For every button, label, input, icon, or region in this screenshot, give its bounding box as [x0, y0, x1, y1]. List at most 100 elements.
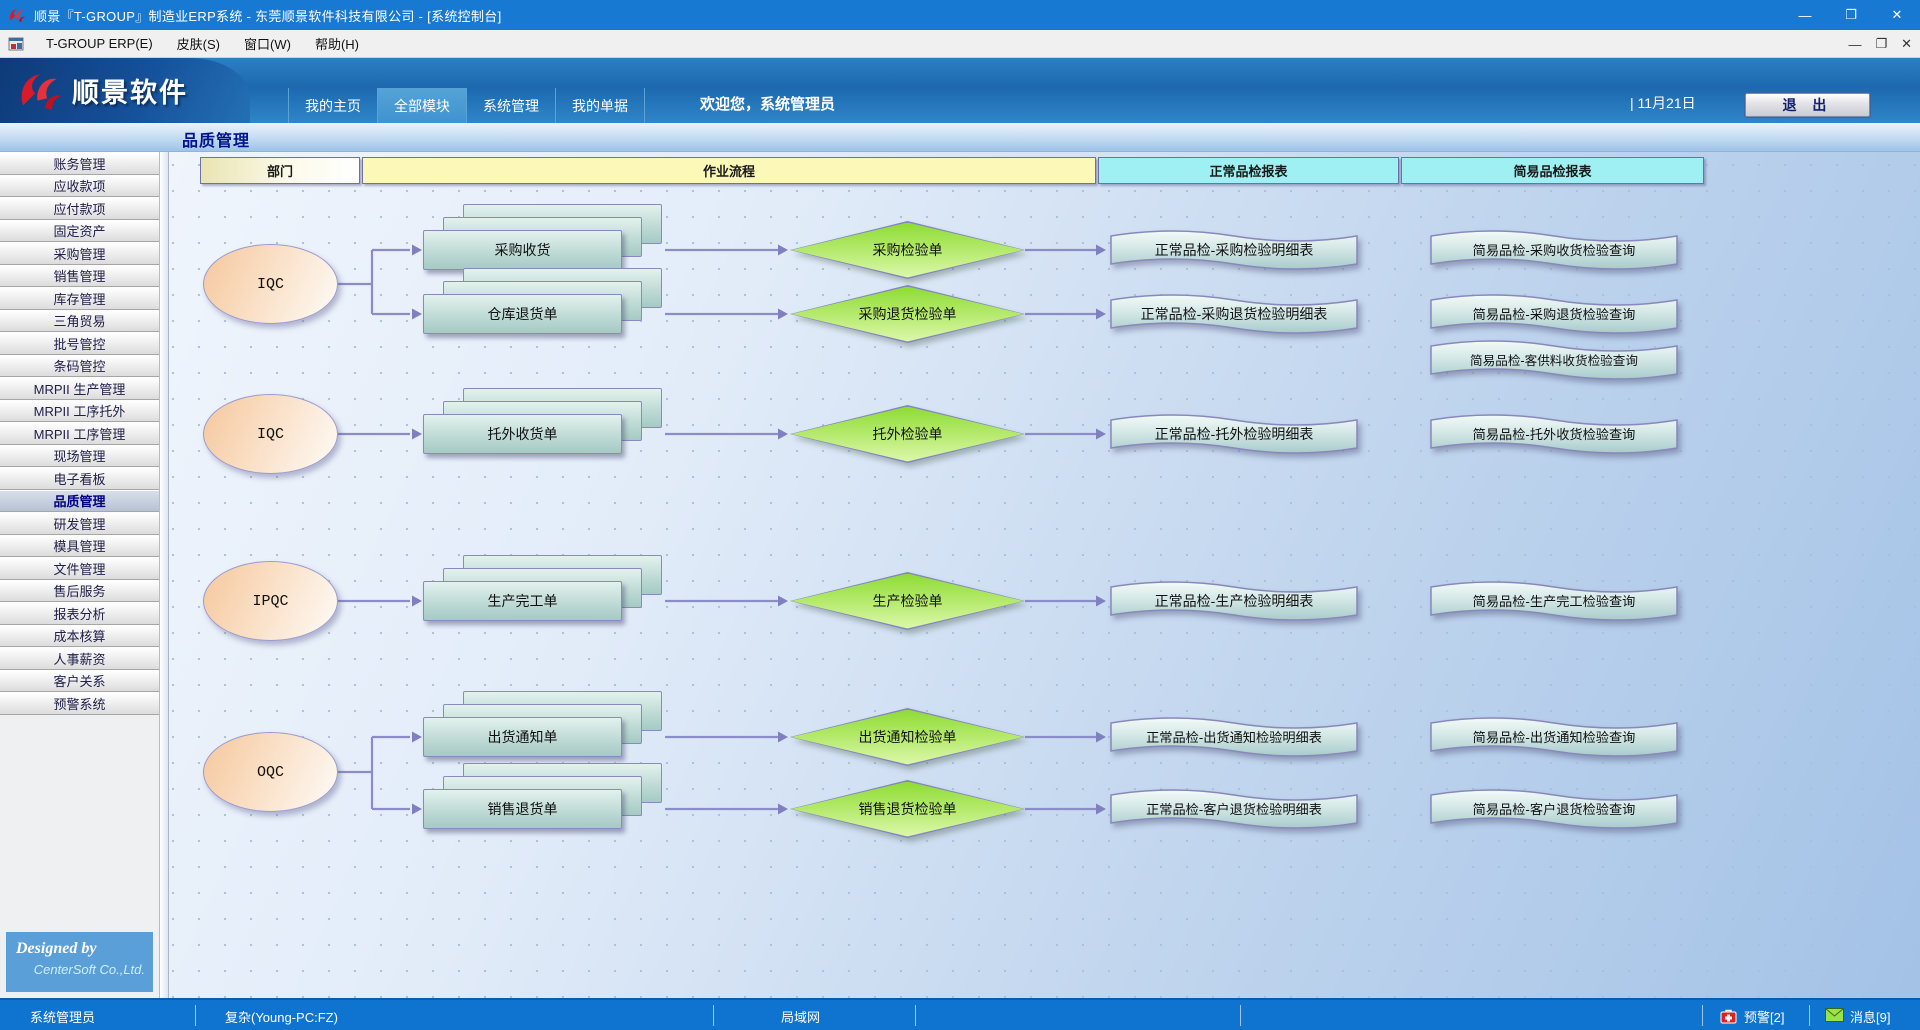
- sidebar-item-hr-payroll[interactable]: 人事薪资: [0, 647, 159, 670]
- exit-button[interactable]: 退 出: [1744, 92, 1871, 118]
- sidebar-item-receivables[interactable]: 应收款项: [0, 174, 159, 197]
- normal-report-purchase-return[interactable]: 正常品检-采购退货检验明细表: [1108, 291, 1360, 337]
- sidebar-item-mold[interactable]: 模具管理: [0, 534, 159, 557]
- simple-report-customer-return[interactable]: 简易品检-客户退货检验查询: [1428, 786, 1680, 832]
- process-sales-return[interactable]: 销售退货单: [423, 763, 662, 829]
- canvas-left-edge: [160, 152, 169, 998]
- process-label[interactable]: 销售退货单: [423, 789, 622, 829]
- tab-my-home[interactable]: 我的主页: [288, 88, 377, 123]
- process-label[interactable]: 出货通知单: [423, 717, 622, 757]
- process-label[interactable]: 托外收货单: [423, 414, 622, 454]
- inspection-production[interactable]: 生产检验单: [790, 572, 1025, 630]
- simple-report-production-completion[interactable]: 简易品检-生产完工检验查询: [1428, 578, 1680, 624]
- sidebar-item-purchasing[interactable]: 采购管理: [0, 242, 159, 265]
- process-purchase-receipt[interactable]: 采购收货: [423, 204, 662, 270]
- sidebar-item-shopfloor[interactable]: 现场管理: [0, 444, 159, 467]
- report-label[interactable]: 简易品检-采购退货检验查询: [1473, 306, 1636, 322]
- report-label[interactable]: 正常品检-生产检验明细表: [1155, 593, 1314, 609]
- status-messages[interactable]: 消息[9]: [1850, 1010, 1891, 1025]
- tab-all-modules[interactable]: 全部模块: [377, 88, 466, 123]
- report-label[interactable]: 简易品检-托外收货检验查询: [1473, 426, 1636, 442]
- mdi-restore-icon[interactable]: ❐: [1875, 36, 1888, 51]
- process-label[interactable]: 生产完工单: [423, 581, 622, 621]
- inspection-purchase-return[interactable]: 采购退货检验单: [790, 285, 1025, 343]
- simple-report-shipping-notice[interactable]: 简易品检-出货通知检验查询: [1428, 714, 1680, 760]
- process-label[interactable]: 仓库退货单: [423, 294, 622, 334]
- window-close-icon[interactable]: ✕: [1891, 7, 1903, 22]
- sidebar-item-batch-control[interactable]: 批号管控: [0, 332, 159, 355]
- sidebar-item-report-analysis[interactable]: 报表分析: [0, 602, 159, 625]
- normal-report-shipping-notice[interactable]: 正常品检-出货通知检验明细表: [1108, 714, 1360, 760]
- sidebar-item-costing[interactable]: 成本核算: [0, 624, 159, 647]
- report-label[interactable]: 正常品检-托外检验明细表: [1155, 426, 1314, 442]
- simple-report-outsource-receipt[interactable]: 简易品检-托外收货检验查询: [1428, 411, 1680, 457]
- report-label[interactable]: 正常品检-采购检验明细表: [1155, 242, 1314, 258]
- inspection-label[interactable]: 采购退货检验单: [858, 306, 957, 322]
- inspection-label[interactable]: 采购检验单: [872, 242, 943, 258]
- process-outsource-receipt[interactable]: 托外收货单: [423, 388, 662, 454]
- simple-report-purchase-return[interactable]: 简易品检-采购退货检验查询: [1428, 291, 1680, 337]
- tab-my-documents[interactable]: 我的单据: [555, 88, 645, 123]
- tab-system-management[interactable]: 系统管理: [466, 88, 555, 123]
- sidebar-item-mrp2-outsourcing[interactable]: MRPII 工序托外: [0, 399, 159, 422]
- process-warehouse-return[interactable]: 仓库退货单: [423, 268, 662, 334]
- normal-report-outsource[interactable]: 正常品检-托外检验明细表: [1108, 411, 1360, 457]
- report-label[interactable]: 正常品检-采购退货检验明细表: [1141, 306, 1328, 322]
- report-label[interactable]: 简易品检-出货通知检验查询: [1473, 729, 1636, 745]
- sidebar-item-alert-system[interactable]: 预警系统: [0, 692, 159, 715]
- sidebar-item-fixed-assets[interactable]: 固定资产: [0, 219, 159, 242]
- mdi-minimize-icon[interactable]: —: [1848, 36, 1862, 52]
- normal-report-production[interactable]: 正常品检-生产检验明细表: [1108, 578, 1360, 624]
- dept-ellipse-oqc: OQC: [203, 732, 338, 812]
- sidebar-item-sales[interactable]: 销售管理: [0, 264, 159, 287]
- column-header-department: 部门: [200, 157, 360, 184]
- mdi-close-icon[interactable]: ✕: [1901, 36, 1912, 51]
- sidebar-item-documents[interactable]: 文件管理: [0, 557, 159, 580]
- sidebar-item-barcode-control[interactable]: 条码管控: [0, 354, 159, 377]
- inspection-sales-return[interactable]: 销售退货检验单: [790, 780, 1025, 838]
- alert-kit-icon[interactable]: [1720, 1008, 1737, 1024]
- process-production-completion[interactable]: 生产完工单: [423, 555, 662, 621]
- inspection-label[interactable]: 生产检验单: [872, 593, 943, 609]
- menu-window[interactable]: 窗口(W): [244, 37, 291, 52]
- report-label[interactable]: 简易品检-客供料收货检验查询: [1470, 353, 1638, 368]
- menu-skin[interactable]: 皮肤(S): [176, 37, 221, 52]
- menu-help[interactable]: 帮助(H): [314, 37, 359, 52]
- dept-ellipse-ipqc: IPQC: [203, 561, 338, 641]
- sidebar-item-eboard[interactable]: 电子看板: [0, 467, 159, 490]
- menu-tgroup-erp[interactable]: T-GROUP ERP(E): [46, 36, 153, 51]
- inspection-label[interactable]: 出货通知检验单: [858, 729, 957, 745]
- report-label[interactable]: 简易品检-采购收货检验查询: [1473, 242, 1636, 258]
- inspection-shipping-notice[interactable]: 出货通知检验单: [790, 708, 1025, 766]
- simple-report-purchase-receipt[interactable]: 简易品检-采购收货检验查询: [1428, 227, 1680, 273]
- report-label[interactable]: 正常品检-客户退货检验明细表: [1146, 801, 1322, 817]
- window-restore-icon[interactable]: ❐: [1845, 7, 1857, 22]
- normal-report-purchase[interactable]: 正常品检-采购检验明细表: [1108, 227, 1360, 273]
- simple-report-customer-material[interactable]: 简易品检-客供料收货检验查询: [1428, 337, 1680, 383]
- sidebar-item-inventory[interactable]: 库存管理: [0, 287, 159, 310]
- report-label[interactable]: 简易品检-生产完工检验查询: [1473, 593, 1636, 609]
- message-envelope-icon[interactable]: [1825, 1008, 1844, 1022]
- window-minimize-icon[interactable]: —: [1798, 7, 1812, 23]
- report-label[interactable]: 简易品检-客户退货检验查询: [1473, 801, 1636, 817]
- sidebar-item-rnd[interactable]: 研发管理: [0, 512, 159, 535]
- inspection-outsource[interactable]: 托外检验单: [790, 405, 1025, 463]
- flow-connectors: [338, 244, 1106, 815]
- inspection-label[interactable]: 托外检验单: [872, 426, 943, 442]
- inspection-label[interactable]: 销售退货检验单: [858, 801, 957, 817]
- sidebar-item-triangle-trade[interactable]: 三角贸易: [0, 309, 159, 332]
- sidebar-item-mrp2-production[interactable]: MRPII 生产管理: [0, 377, 159, 400]
- sidebar-item-crm[interactable]: 客户关系: [0, 669, 159, 692]
- sidebar-item-mrp2-process[interactable]: MRPII 工序管理: [0, 422, 159, 445]
- process-label[interactable]: 采购收货: [423, 230, 622, 270]
- normal-report-customer-return[interactable]: 正常品检-客户退货检验明细表: [1108, 786, 1360, 832]
- sidebar-item-accounting[interactable]: 账务管理: [0, 152, 159, 175]
- report-label[interactable]: 正常品检-出货通知检验明细表: [1146, 729, 1322, 745]
- inspection-purchase[interactable]: 采购检验单: [790, 221, 1025, 279]
- process-shipping-notice[interactable]: 出货通知单: [423, 691, 662, 757]
- sidebar-item-payables[interactable]: 应付款项: [0, 197, 159, 220]
- sidebar-item-quality[interactable]: 品质管理: [0, 489, 159, 512]
- status-separator: [713, 1005, 714, 1026]
- sidebar-item-after-sales[interactable]: 售后服务: [0, 579, 159, 602]
- status-alerts[interactable]: 预警[2]: [1744, 1010, 1785, 1025]
